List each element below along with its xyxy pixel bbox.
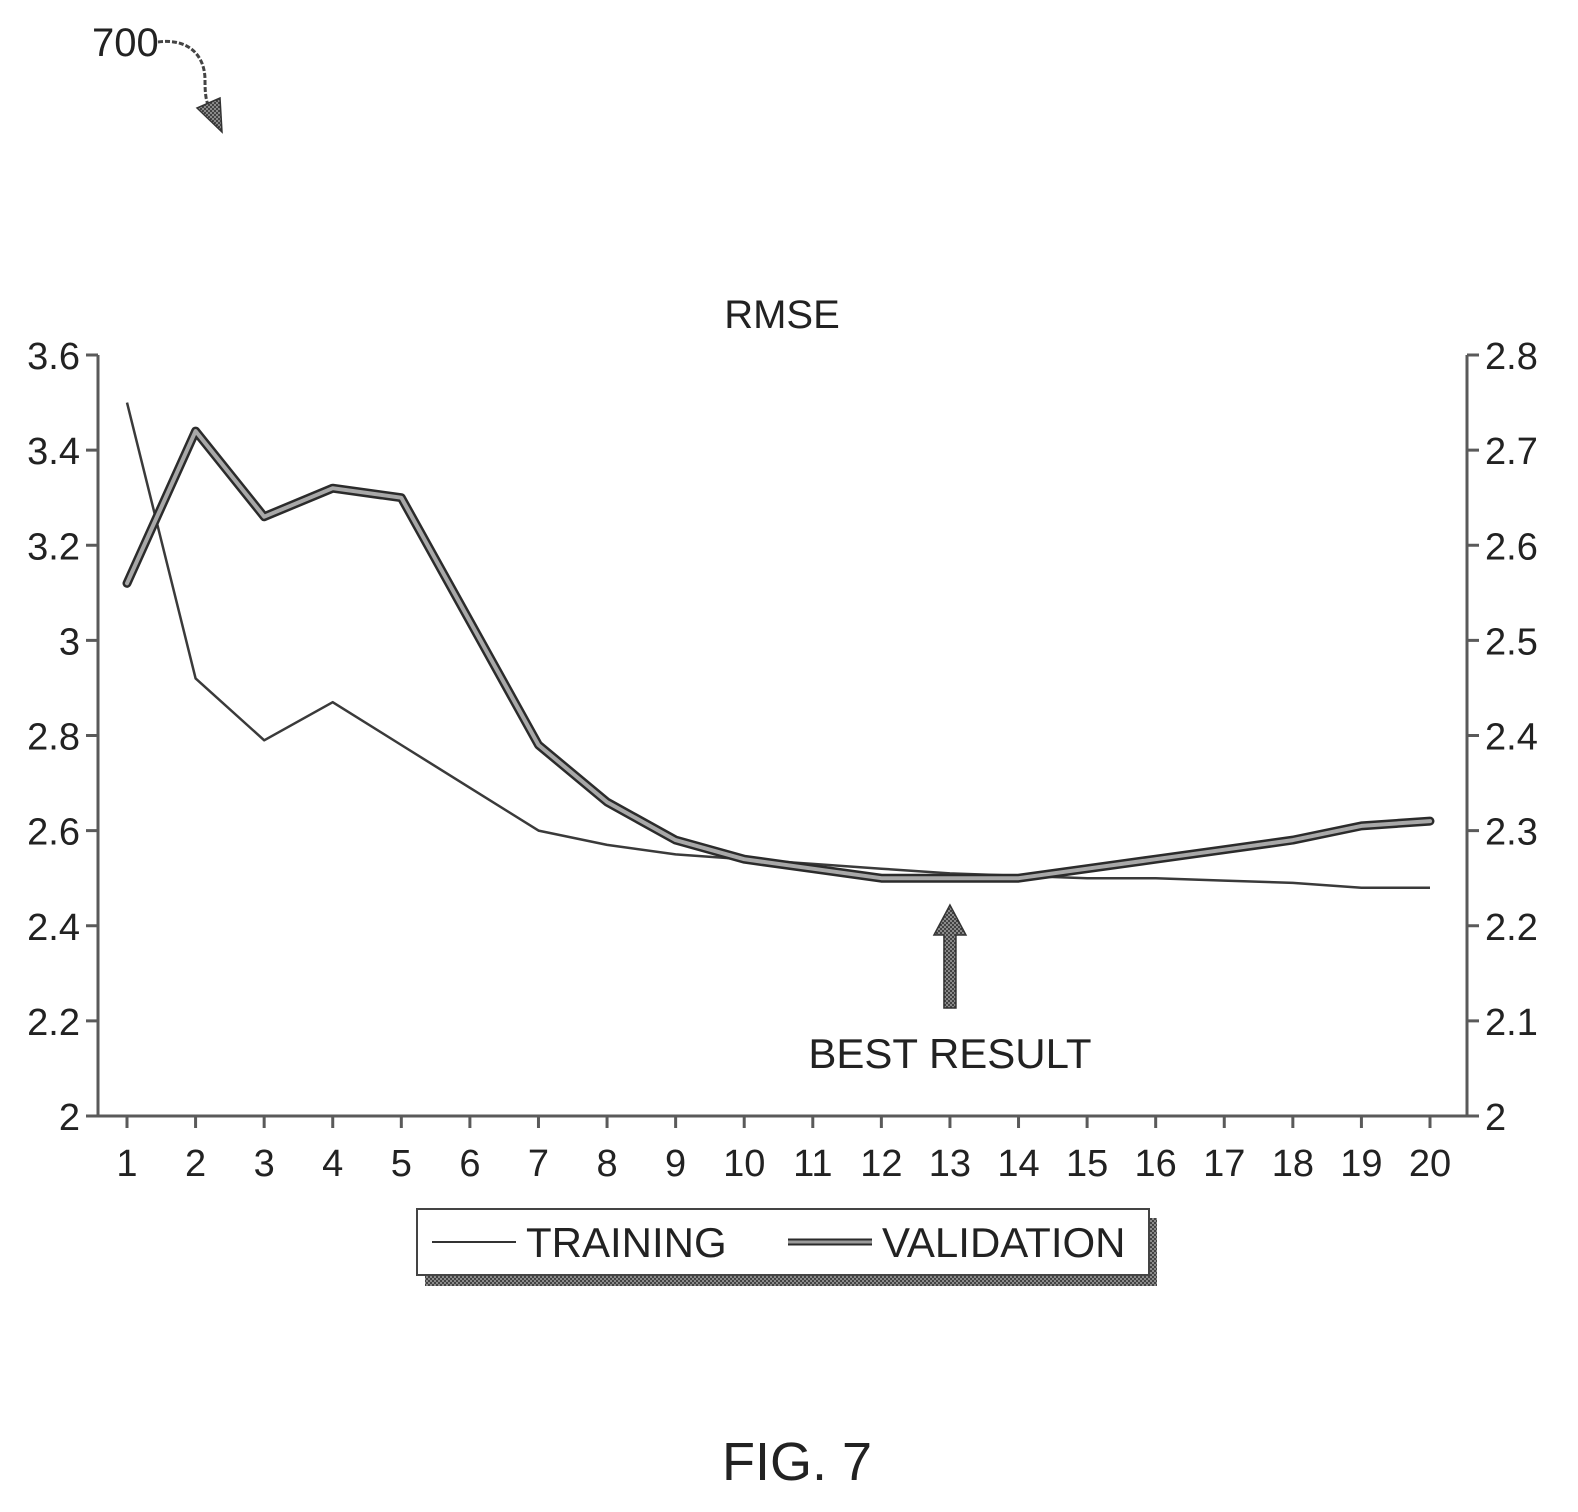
x-tick-label: 6: [459, 1143, 480, 1185]
x-tick-label: 5: [391, 1143, 412, 1185]
left-y-tick-label: 2.6: [27, 812, 80, 854]
right-y-tick-label: 2.1: [1485, 1002, 1538, 1044]
x-tick-label: 19: [1340, 1143, 1382, 1185]
right-y-ticks: 2 2.1 2.2 2.3 2.4 2.5 2.6 2.7 2.8: [1467, 336, 1538, 1139]
legend-box: [416, 1208, 1150, 1276]
x-tick-label: 7: [528, 1143, 549, 1185]
left-y-ticks: 2 2.2 2.4 2.6 2.8 3 3.2 3.4 3.6: [27, 336, 98, 1139]
series-line-validation: [125, 429, 1432, 881]
x-tick-label: 2: [185, 1143, 206, 1185]
x-tick-label: 14: [997, 1143, 1039, 1185]
right-y-tick-label: 2.7: [1485, 431, 1538, 473]
x-tick-label: 8: [596, 1143, 617, 1185]
figure-ref-arrowhead: [195, 96, 223, 134]
x-tick-label: 3: [254, 1143, 275, 1185]
series-line-validation-outline: [122, 426, 1435, 883]
left-y-tick-label: 3.4: [27, 431, 80, 473]
axes: [96, 355, 1469, 1118]
figure-ref-leader: [157, 39, 214, 113]
series-line-training: [125, 402, 1430, 889]
left-y-tick-label: 2: [59, 1097, 80, 1139]
series-layer: [122, 402, 1435, 889]
right-y-tick-label: 2.5: [1485, 621, 1538, 663]
x-tick-label: 17: [1203, 1143, 1245, 1185]
x-tick-label: 12: [860, 1143, 902, 1185]
right-y-tick-label: 2.3: [1485, 812, 1538, 854]
left-y-tick-label: 2.8: [27, 717, 80, 759]
figure-caption: FIG. 7: [722, 1432, 872, 1492]
x-tick-label: 4: [322, 1143, 343, 1185]
chart-title: RMSE: [724, 293, 840, 337]
legend-label-training: TRAINING: [526, 1219, 727, 1266]
right-y-tick-label: 2.2: [1485, 907, 1538, 949]
right-y-tick-label: 2: [1485, 1097, 1506, 1139]
legend-label-validation: VALIDATION: [882, 1219, 1126, 1266]
x-tick-label: 1: [116, 1143, 137, 1185]
x-ticks: 1 2 3 4 5 6 7 8 9 10 11 12 13 14 15 16 17 18 19 20: [116, 1116, 1451, 1185]
x-tick-label: 18: [1272, 1143, 1314, 1185]
left-y-tick-label: 3.2: [27, 526, 80, 568]
x-tick-label: 10: [723, 1143, 765, 1185]
x-tick-label: 9: [665, 1143, 686, 1185]
x-tick-label: 13: [929, 1143, 971, 1185]
left-y-tick-label: 2.4: [27, 907, 80, 949]
figure-ref-number: 700: [92, 21, 159, 65]
x-tick-label: 11: [793, 1143, 832, 1185]
left-y-tick-label: 3.6: [27, 336, 80, 378]
x-tick-label: 20: [1409, 1143, 1451, 1185]
left-y-tick-label: 3: [59, 621, 80, 663]
right-y-tick-label: 2.8: [1485, 336, 1538, 378]
best-result-arrow-icon: [932, 903, 968, 1009]
best-result-label: BEST RESULT: [808, 1030, 1091, 1077]
right-y-tick-label: 2.6: [1485, 526, 1538, 568]
best-result-annotation: BEST RESULT: [808, 903, 1092, 1077]
right-y-tick-label: 2.4: [1485, 717, 1538, 759]
x-tick-label: 16: [1135, 1143, 1177, 1185]
x-tick-label: 15: [1066, 1143, 1108, 1185]
legend: TRAINING VALIDATION: [416, 1208, 1157, 1286]
left-y-tick-label: 2.2: [27, 1002, 80, 1044]
